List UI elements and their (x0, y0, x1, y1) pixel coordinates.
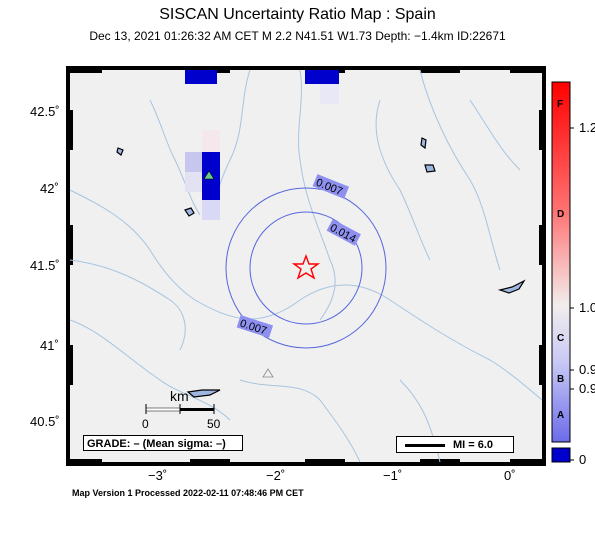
lat-tick: 41˚ (40, 338, 59, 353)
lon-tick: −2˚ (266, 468, 286, 483)
scale-tick-0: 0 (142, 417, 149, 431)
map-title: SISCAN Uncertainty Ratio Map : Spain (159, 6, 436, 23)
grid-cell (185, 172, 202, 192)
colorbar-value: 0 (579, 452, 587, 467)
lat-tick: 42.5˚ (30, 104, 60, 119)
contour-outer (225, 187, 387, 349)
grade-letter: B (557, 374, 565, 385)
lakes (116, 137, 526, 398)
lat-tick: 42˚ (40, 181, 59, 196)
grid-cell (305, 70, 339, 84)
uncertainty-contours (225, 187, 387, 349)
map-frame (66, 66, 546, 466)
colorbar (551, 81, 574, 463)
map-area (70, 70, 542, 462)
colorbar-value: 1.2 (579, 120, 595, 135)
grade-letter: C (557, 333, 565, 344)
epicenter-star-icon (291, 254, 321, 280)
lat-tick: 40.5˚ (30, 414, 60, 429)
grade-letter: A (557, 410, 565, 421)
grid-cell (202, 130, 220, 152)
colorbar-value: 0.9 (579, 362, 595, 377)
contour-label-boxes (236, 174, 361, 338)
grade-box: GRADE: – (Mean sigma: –) (83, 435, 243, 451)
event-info: Dec 13, 2021 01:26:32 AM CET M 2.2 N41.5… (89, 29, 506, 43)
lat-tick: 41.5˚ (30, 258, 60, 273)
mi-legend: MI = 6.0 (396, 436, 514, 453)
scale-bar (145, 404, 215, 414)
contour-inner (249, 211, 363, 325)
grid-cell (320, 84, 339, 104)
mi-bar (405, 444, 445, 447)
grid-cell (185, 70, 217, 84)
colorbar-value: 0.9 (579, 381, 595, 396)
station-triangle-icon (203, 170, 215, 180)
mi-label: MI = 6.0 (453, 439, 494, 451)
lon-tick: −1˚ (383, 468, 403, 483)
grade-letter: F (557, 99, 564, 110)
scale-unit: km (170, 388, 189, 404)
lon-tick: 0˚ (504, 468, 516, 483)
lon-tick: −3˚ (148, 468, 168, 483)
ratio-grid (185, 70, 339, 220)
grade-letter: D (557, 209, 565, 220)
processed-footer: Map Version 1 Processed 2022-02-11 07:48… (72, 488, 304, 498)
colorbar-value: 1.0 (579, 300, 595, 315)
scale-tick-50: 50 (207, 417, 221, 431)
grid-cell (185, 152, 202, 172)
grid-cell (202, 200, 220, 220)
station-triangle-icon (262, 368, 274, 378)
